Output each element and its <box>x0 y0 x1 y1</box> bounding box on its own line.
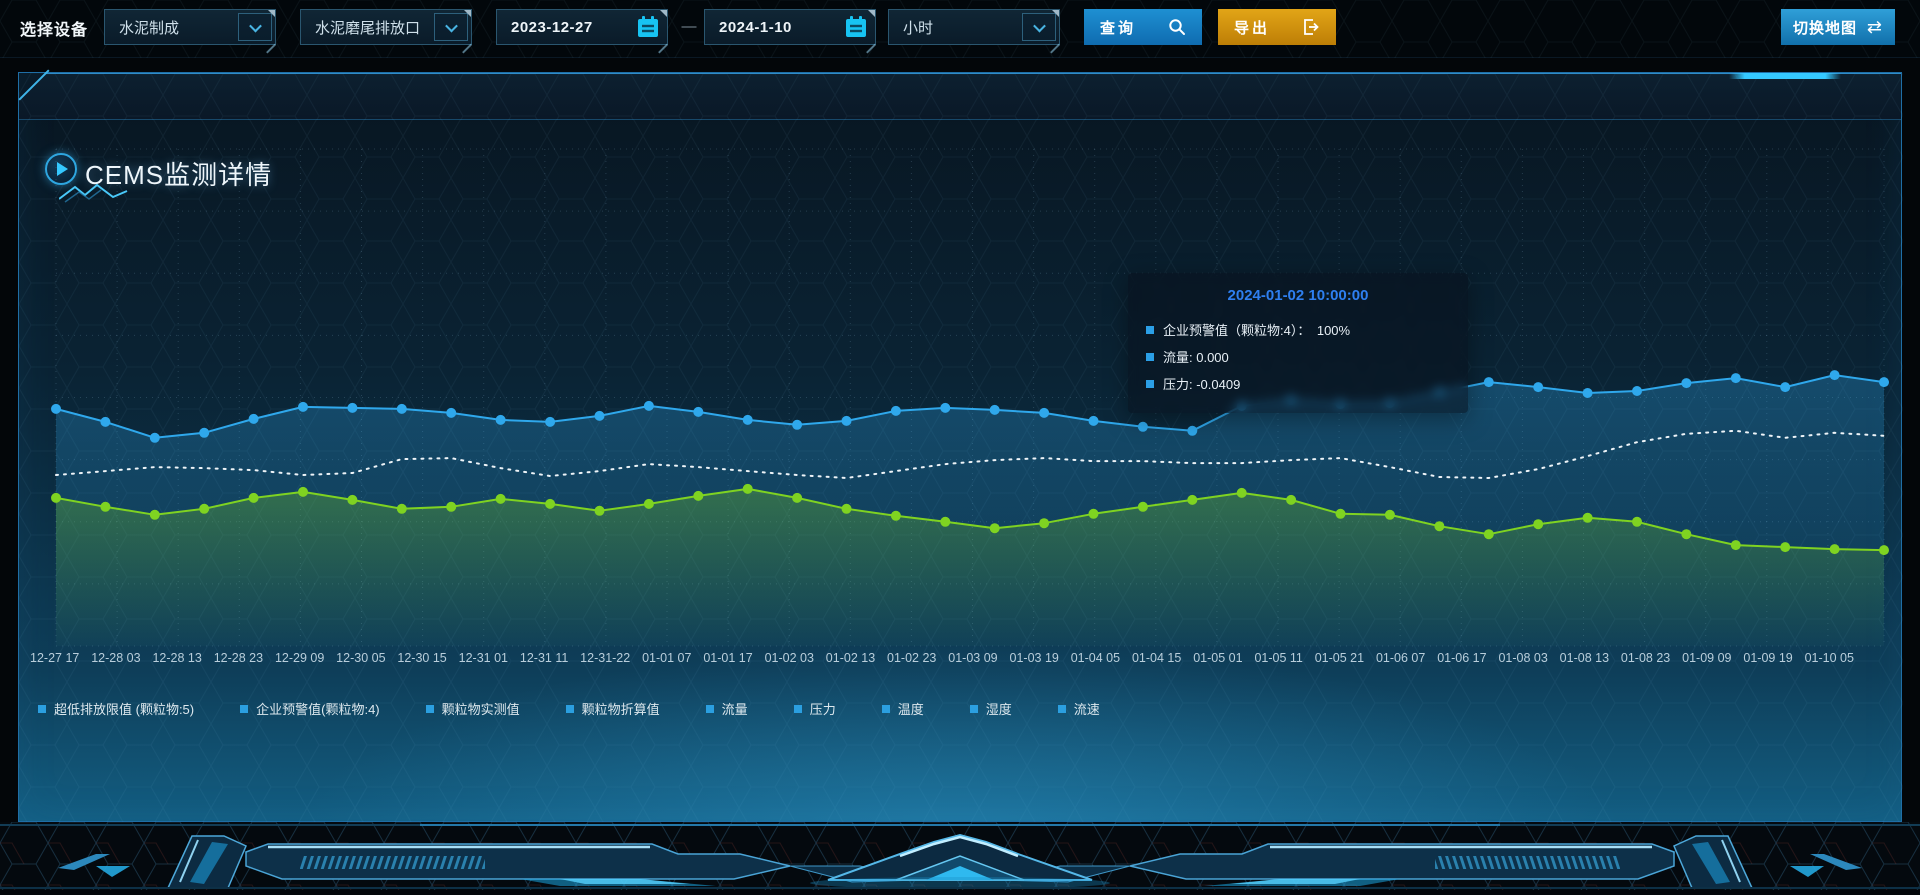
x-axis-label: 12-29 09 <box>275 651 324 665</box>
x-axis-label: 01-04 15 <box>1132 651 1181 665</box>
legend-marker <box>566 705 574 713</box>
query-button[interactable]: 查询 <box>1084 9 1202 45</box>
x-axis-label: 12-31 01 <box>459 651 508 665</box>
legend-item[interactable]: 流速 <box>1058 699 1100 718</box>
search-icon <box>1168 18 1186 36</box>
chart-legend: 超低排放限值 (颗粒物:5) 企业预警值(颗粒物:4) 颗粒物实测值 颗粒物折算值 流量… <box>38 699 1100 718</box>
x-axis-label: 01-03 09 <box>948 651 997 665</box>
device-select[interactable]: 水泥制成 <box>104 9 276 45</box>
cems-panel: CEMS监测详情 12-27 1712-28 0312-28 1312-28 2… <box>18 72 1902 822</box>
legend-marker <box>1058 705 1066 713</box>
x-axis-label: 01-02 13 <box>826 651 875 665</box>
x-axis-label: 12-31-22 <box>580 651 630 665</box>
x-axis-label: 01-06 17 <box>1437 651 1486 665</box>
interval-select-value: 小时 <box>889 17 1022 38</box>
x-axis-label: 01-01 07 <box>642 651 691 665</box>
x-axis-label: 01-09 09 <box>1682 651 1731 665</box>
interval-select[interactable]: 小时 <box>888 9 1060 45</box>
x-axis-label: 01-09 19 <box>1743 651 1792 665</box>
x-axis-label: 01-08 13 <box>1560 651 1609 665</box>
top-toolbar: 选择设备 水泥制成 水泥磨尾排放口 2023-12-27 — <box>0 0 1920 58</box>
x-axis-labels: 12-27 17 12-28 03 12-28 13 12-28 23 12-29 09… <box>30 651 1854 665</box>
end-date-value: 2024-1-10 <box>705 19 837 36</box>
device-select-value: 水泥制成 <box>105 17 238 38</box>
device-select-label: 选择设备 <box>20 16 88 40</box>
chevron-down-icon[interactable] <box>238 13 272 41</box>
x-axis-label: 01-02 03 <box>765 651 814 665</box>
x-axis-label: 01-05 21 <box>1315 651 1364 665</box>
legend-marker <box>970 705 978 713</box>
legend-marker <box>426 705 434 713</box>
legend-marker <box>794 705 802 713</box>
legend-marker <box>882 705 890 713</box>
line-chart[interactable] <box>51 141 1891 653</box>
x-axis-label: 01-10 05 <box>1805 651 1854 665</box>
app-root: 选择设备 水泥制成 水泥磨尾排放口 2023-12-27 — <box>0 0 1920 890</box>
legend-item[interactable]: 湿度 <box>970 699 1012 718</box>
x-axis-label: 12-27 17 <box>30 651 79 665</box>
x-axis-label: 12-31 11 <box>520 651 568 665</box>
chevron-down-icon[interactable] <box>1022 13 1056 41</box>
x-axis-label: 12-28 03 <box>91 651 140 665</box>
start-date-picker[interactable]: 2023-12-27 <box>496 9 668 45</box>
x-axis-label: 12-30 05 <box>336 651 385 665</box>
x-axis-label: 01-01 17 <box>703 651 752 665</box>
export-icon <box>1302 18 1320 36</box>
legend-marker <box>38 705 46 713</box>
legend-item[interactable]: 颗粒物实测值 <box>426 699 520 718</box>
bottom-tech-border <box>0 822 1920 890</box>
chevron-down-icon[interactable] <box>434 13 468 41</box>
legend-item[interactable]: 颗粒物折算值 <box>566 699 660 718</box>
export-button[interactable]: 导出 <box>1218 9 1336 45</box>
x-axis-label: 01-04 05 <box>1071 651 1120 665</box>
x-axis-label: 01-05 11 <box>1254 651 1302 665</box>
end-date-picker[interactable]: 2024-1-10 <box>704 9 876 45</box>
legend-item[interactable]: 企业预警值(颗粒物:4) <box>240 699 380 718</box>
switch-map-button-label: 切换地图 <box>1793 17 1857 38</box>
calendar-icon[interactable] <box>629 16 667 38</box>
date-range-separator: — <box>678 18 700 35</box>
x-axis-label: 01-02 23 <box>887 651 936 665</box>
panel-header <box>19 73 1901 120</box>
outlet-select-value: 水泥磨尾排放口 <box>301 17 434 38</box>
x-axis-label: 01-03 19 <box>1010 651 1059 665</box>
legend-marker <box>706 705 714 713</box>
x-axis-label: 01-08 03 <box>1498 651 1547 665</box>
x-axis-label: 01-08 23 <box>1621 651 1670 665</box>
x-axis-label: 01-06 07 <box>1376 651 1425 665</box>
switch-arrows-icon: ⇄ <box>1867 17 1883 38</box>
legend-marker <box>240 705 248 713</box>
calendar-icon[interactable] <box>837 16 875 38</box>
header-notch-accent <box>1729 73 1841 79</box>
x-axis-label: 12-28 23 <box>214 651 263 665</box>
legend-item[interactable]: 温度 <box>882 699 924 718</box>
query-button-label: 查询 <box>1100 17 1136 38</box>
legend-item[interactable]: 流量 <box>706 699 748 718</box>
x-axis-label: 12-28 13 <box>152 651 201 665</box>
start-date-value: 2023-12-27 <box>497 19 629 36</box>
x-axis-label: 01-05 01 <box>1193 651 1242 665</box>
switch-map-button[interactable]: 切换地图 ⇄ <box>1781 9 1895 45</box>
x-axis-label: 12-30 15 <box>397 651 446 665</box>
header-underline <box>139 120 1306 122</box>
export-button-label: 导出 <box>1234 17 1270 38</box>
legend-item[interactable]: 超低排放限值 (颗粒物:5) <box>38 699 194 718</box>
outlet-select[interactable]: 水泥磨尾排放口 <box>300 9 472 45</box>
legend-item[interactable]: 压力 <box>794 699 836 718</box>
